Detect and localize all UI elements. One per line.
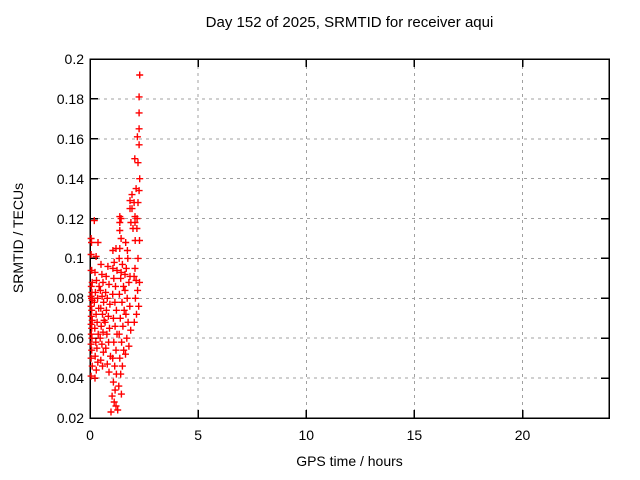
plot-border <box>89 58 610 419</box>
y-tick-label: 0.16 <box>56 130 84 147</box>
scatter-points <box>87 71 144 416</box>
chart-title: Day 152 of 2025, SRMTID for receiver aqu… <box>205 14 494 31</box>
y-tick-label: 0.2 <box>64 51 84 67</box>
y-tick-label: 0.12 <box>56 210 84 227</box>
x-tick-label: 5 <box>194 427 203 443</box>
x-tick-label: 0 <box>86 427 94 443</box>
x-tick-label: 10 <box>298 427 315 443</box>
x-tick-label: 20 <box>514 427 531 443</box>
y-tick-label: 0.02 <box>56 410 84 426</box>
y-tick-label: 0.04 <box>56 370 84 387</box>
y-tick-label: 0.06 <box>56 330 84 347</box>
x-tick-label: 15 <box>406 427 423 443</box>
y-tick-label: 0.18 <box>56 90 84 107</box>
y-tick-label: 0.08 <box>56 290 84 307</box>
y-tick-label: 0.14 <box>56 170 84 187</box>
x-axis-label: GPS time / hours <box>296 453 403 469</box>
y-tick-label: 0.1 <box>64 250 84 267</box>
